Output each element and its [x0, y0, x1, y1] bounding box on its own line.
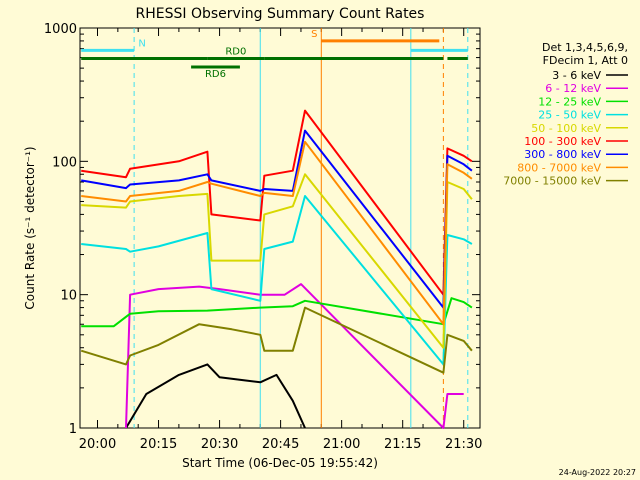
- legend-header-line-1: Det 1,3,4,5,6,9,: [542, 41, 628, 54]
- legend-label: 100 - 300 keV: [524, 135, 601, 148]
- x-tick-label: 21:30: [445, 437, 482, 452]
- series-line-1: [125, 283, 464, 429]
- mode-segment-label: S: [311, 29, 317, 40]
- x-tick-label: 20:30: [201, 437, 238, 452]
- mode-segment-label: RD0: [225, 47, 246, 58]
- y-tick-label: 1000: [44, 22, 77, 37]
- series-line-2: [81, 297, 473, 328]
- y-tick-label: 100: [52, 155, 77, 170]
- legend-header-line-2: FDecim 1, Att 0: [543, 54, 628, 67]
- x-tick-label: 20:00: [79, 437, 116, 452]
- x-axis-label: Start Time (06-Dec-05 19:55:42): [182, 456, 378, 470]
- series-line-7: [81, 140, 473, 326]
- chart-title: RHESSI Observing Summary Count Rates: [136, 6, 425, 22]
- legend-label: 50 - 100 keV: [531, 122, 601, 135]
- legend-label: 12 - 25 keV: [538, 95, 601, 108]
- footer-date: 24-Aug-2022 20:27: [559, 468, 636, 477]
- x-tick-label: 20:15: [140, 437, 177, 452]
- x-tick-label: 20:45: [262, 437, 299, 452]
- legend-label: 800 - 7000 keV: [517, 161, 601, 174]
- legend-label: 25 - 50 keV: [538, 109, 601, 122]
- y-axis-label: Count Rate (s⁻¹ detector⁻¹): [23, 146, 37, 309]
- mode-segment-label: N: [138, 38, 145, 49]
- legend-label: 300 - 800 keV: [524, 148, 601, 161]
- x-tick-label: 21:15: [384, 437, 421, 452]
- series-line-3: [81, 195, 473, 366]
- legend-label: 7000 - 15000 keV: [503, 175, 601, 188]
- y-tick-label: 1: [69, 422, 77, 437]
- legend-label: 6 - 12 keV: [545, 82, 601, 95]
- legend-label: 3 - 6 keV: [552, 69, 601, 82]
- plot-frame: [79, 27, 481, 429]
- series-line-8: [80, 306, 473, 374]
- mode-segment-label: RD6: [205, 69, 226, 80]
- series-line-0: [125, 363, 306, 429]
- y-tick-label: 10: [60, 289, 77, 304]
- x-tick-label: 21:00: [323, 437, 360, 452]
